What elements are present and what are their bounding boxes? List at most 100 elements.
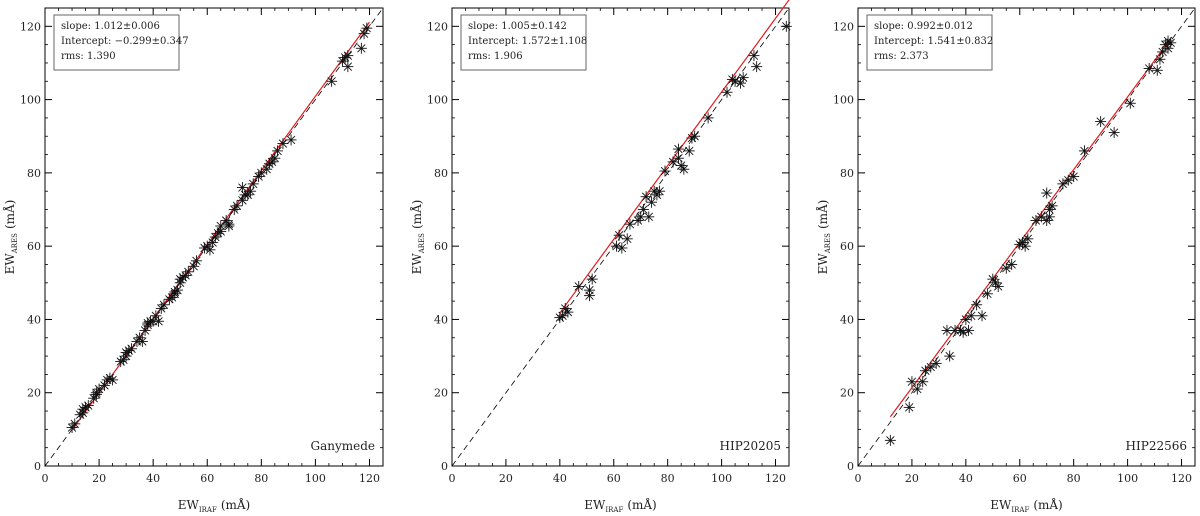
data-point bbox=[223, 220, 235, 232]
stat-slope: slope: 0.992±0.012 bbox=[874, 21, 973, 32]
stats-frame bbox=[460, 14, 587, 71]
data-point bbox=[136, 335, 148, 347]
x-tick-label: 60 bbox=[200, 472, 214, 485]
data-point bbox=[339, 51, 351, 63]
data-point bbox=[646, 196, 658, 208]
y-axis-label: EWARES (mÅ) bbox=[409, 200, 426, 275]
data-point bbox=[624, 218, 636, 230]
data-point bbox=[190, 255, 202, 267]
data-point bbox=[780, 20, 792, 32]
stat-intercept: Intercept: 1.572±1.108 bbox=[468, 36, 587, 47]
stat-intercept: Intercept: −0.299±0.347 bbox=[61, 36, 189, 47]
stats-frame bbox=[53, 14, 180, 71]
data-point bbox=[342, 61, 354, 73]
data-point bbox=[678, 163, 690, 175]
x-axis-label-unit: (mÅ) bbox=[221, 497, 250, 512]
data-point bbox=[632, 215, 644, 227]
stat-slope: slope: 1.012±0.006 bbox=[61, 21, 160, 32]
x-tick-label: 40 bbox=[553, 472, 567, 485]
data-point bbox=[941, 324, 953, 336]
y-tick-label: 0 bbox=[847, 460, 854, 473]
y-tick-label: 40 bbox=[27, 313, 41, 326]
x-tick-label: 100 bbox=[711, 472, 732, 485]
data-point bbox=[944, 350, 956, 362]
x-tick-label: 60 bbox=[607, 472, 621, 485]
data-point bbox=[1078, 145, 1090, 157]
y-tick-label: 120 bbox=[833, 20, 854, 33]
y-axis-label: EWARES (mÅ) bbox=[815, 200, 832, 275]
x-tick-label: 20 bbox=[92, 472, 106, 485]
data-points bbox=[884, 35, 1177, 446]
stat-rms: rms: 1.390 bbox=[61, 51, 116, 62]
x-tick-label: 100 bbox=[305, 472, 326, 485]
data-point bbox=[963, 324, 975, 336]
x-axis-label-main: EW bbox=[990, 498, 1012, 512]
y-tick-label: 100 bbox=[833, 94, 854, 107]
data-point bbox=[247, 178, 259, 190]
x-tick-label: 40 bbox=[959, 472, 973, 485]
y-tick-label: 80 bbox=[434, 167, 448, 180]
data-point bbox=[613, 229, 625, 241]
data-point bbox=[686, 132, 698, 144]
data-point bbox=[930, 357, 942, 369]
y-tick-label: 80 bbox=[840, 167, 854, 180]
data-point bbox=[1095, 116, 1107, 128]
data-point bbox=[277, 138, 289, 150]
x-tick-label: 80 bbox=[1067, 472, 1081, 485]
data-point bbox=[683, 145, 695, 157]
x-axis-label-sub: IRAF bbox=[199, 506, 217, 514]
data-point bbox=[1151, 64, 1163, 76]
data-point bbox=[751, 61, 763, 73]
data-point bbox=[326, 75, 338, 87]
x-tick-label: 80 bbox=[254, 472, 268, 485]
data-point bbox=[272, 145, 284, 157]
y-axis-label-main: EW bbox=[3, 253, 17, 275]
data-point bbox=[90, 387, 102, 399]
data-point bbox=[702, 112, 714, 124]
x-tick-label: 60 bbox=[1013, 472, 1027, 485]
data-point bbox=[659, 165, 671, 177]
data-point bbox=[748, 50, 760, 62]
chart-panel-hip20205: 0 20 40 60 80 100 120 0 20 40 60 80 100 120 slope: 1.… bbox=[409, 0, 792, 514]
data-points bbox=[554, 20, 792, 324]
y-axis-label-unit: (mÅ) bbox=[409, 200, 424, 229]
star-name: Ganymede bbox=[310, 439, 375, 453]
data-point bbox=[82, 400, 94, 412]
y-tick-label: 100 bbox=[20, 94, 41, 107]
plot-frame bbox=[857, 7, 1196, 467]
y-axis-label-main: EW bbox=[410, 253, 424, 275]
data-point bbox=[992, 280, 1004, 292]
data-point bbox=[212, 227, 224, 239]
x-tick-label: 20 bbox=[499, 472, 513, 485]
data-point bbox=[1046, 200, 1058, 212]
data-point bbox=[245, 185, 257, 197]
x-axis-label-unit: (mÅ) bbox=[627, 497, 656, 512]
x-axis-label-sub: IRAF bbox=[1011, 506, 1029, 514]
chart-panel-hip22566: 0 20 40 60 80 100 120 0 20 40 60 80 100 120 slope: 0.… bbox=[815, 7, 1196, 514]
data-point bbox=[610, 240, 622, 252]
plot-frame bbox=[451, 7, 790, 467]
y-axis-label-sub: ARES bbox=[418, 233, 426, 254]
x-tick-label: 80 bbox=[661, 472, 675, 485]
data-point bbox=[1041, 187, 1053, 199]
axis-ticks: 0 20 40 60 80 100 120 0 20 40 60 80 100 120 bbox=[427, 7, 790, 485]
data-point bbox=[80, 401, 92, 413]
stats-frame bbox=[866, 14, 993, 71]
stats-box: slope: 1.012±0.006 Intercept: −0.299±0.3… bbox=[53, 14, 189, 71]
data-point bbox=[1154, 53, 1166, 65]
x-axis-label-unit: (mÅ) bbox=[1033, 497, 1062, 512]
data-point bbox=[689, 130, 701, 142]
data-point bbox=[171, 284, 183, 296]
y-tick-label: 100 bbox=[427, 94, 448, 107]
x-tick-label: 0 bbox=[855, 472, 862, 485]
data-points bbox=[66, 22, 373, 434]
data-point bbox=[285, 134, 297, 146]
y-tick-label: 120 bbox=[20, 20, 41, 33]
star-name: HIP20205 bbox=[720, 439, 781, 453]
data-point bbox=[672, 152, 684, 164]
x-tick-label: 120 bbox=[1171, 472, 1192, 485]
data-point bbox=[583, 290, 595, 302]
data-point bbox=[981, 288, 993, 300]
data-point bbox=[643, 211, 655, 223]
